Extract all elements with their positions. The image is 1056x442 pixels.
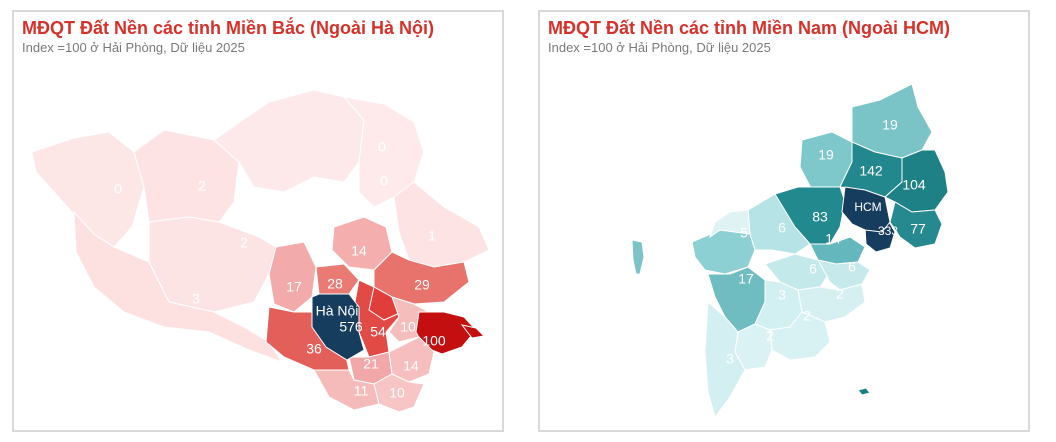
north-choropleth-map: 0 0 2 0 2 3 1 14 17 28 29 Hà Nội 576 54 … [31, 89, 490, 413]
south-label-2-east: 2 [836, 286, 844, 302]
north-label-hanoi: Hà Nội [316, 303, 359, 319]
north-province-100-island[interactable] [460, 324, 486, 339]
south-map-title: MĐQT Đất Nền các tỉnh Miền Nam (Ngoài HC… [548, 18, 951, 38]
south-label-6-mid: 6 [809, 261, 817, 277]
south-province-hcm[interactable] [841, 186, 891, 233]
south-label-6-east: 6 [848, 259, 856, 275]
north-label-54: 54 [370, 324, 386, 340]
south-island-phu-quoc[interactable] [631, 239, 645, 275]
south-label-19-north: 19 [882, 117, 898, 133]
north-label-0-north: 0 [378, 139, 386, 155]
south-label-14: 14 [825, 231, 841, 247]
south-province-6-east[interactable] [817, 259, 871, 291]
north-label-0-west: 0 [114, 181, 122, 197]
north-map-title: MĐQT Đất Nền các tỉnh Miền Bắc (Ngoài Hà… [22, 18, 435, 38]
north-province-southwest[interactable] [73, 210, 284, 363]
north-label-36: 36 [306, 341, 322, 357]
north-label-100: 100 [422, 333, 446, 349]
north-map-subtitle: Index =100 ở Hải Phòng, Dữ liệu 2025 [22, 40, 245, 55]
north-label-17: 17 [286, 279, 302, 295]
south-label-333: 333 [878, 224, 898, 238]
south-label-2-southwest: 2 [766, 328, 774, 344]
south-map-panel: 19 19 142 104 HCM 83 333 77 5 6 14 17 6 … [538, 10, 1030, 432]
north-label-14: 14 [351, 243, 367, 259]
north-label-0-ne: 0 [380, 173, 388, 189]
south-map-subtitle: Index =100 ở Hải Phòng, Dữ liệu 2025 [548, 40, 771, 55]
north-label-1-east: 1 [428, 228, 436, 244]
south-province-2-south[interactable] [769, 311, 831, 361]
north-label-2-nw: 2 [198, 178, 206, 194]
south-label-83: 83 [812, 209, 828, 225]
north-province-east-upland[interactable] [393, 181, 490, 268]
south-island-con-dao[interactable] [857, 387, 871, 396]
south-label-3-camau: 3 [726, 351, 734, 367]
north-province-hanoi[interactable] [311, 293, 365, 361]
north-label-576: 576 [339, 319, 363, 335]
south-label-19-west: 19 [818, 147, 834, 163]
south-label-142: 142 [859, 163, 883, 179]
south-label-5: 5 [740, 225, 748, 241]
north-label-10: 10 [400, 319, 416, 335]
south-label-77: 77 [910, 221, 926, 237]
north-label-21: 21 [363, 356, 379, 372]
north-province-central-west[interactable] [148, 216, 277, 313]
north-province-54-west[interactable] [368, 286, 403, 321]
south-label-6-north: 6 [778, 220, 786, 236]
north-map-panel: 0 0 2 0 2 3 1 14 17 28 29 Hà Nội 576 54 … [12, 10, 504, 432]
north-label-28: 28 [327, 276, 343, 292]
north-label-10-south: 10 [389, 385, 405, 401]
north-label-11: 11 [354, 383, 369, 399]
south-choropleth-map: 19 19 142 104 HCM 83 333 77 5 6 14 17 6 … [631, 83, 949, 419]
south-province-west-coast[interactable] [709, 209, 751, 239]
north-province-north-border[interactable] [213, 89, 365, 193]
north-province-28[interactable] [315, 263, 360, 295]
south-label-hcm: HCM [854, 200, 881, 214]
north-province-17[interactable] [268, 241, 317, 313]
south-label-3-mid: 3 [778, 287, 786, 303]
north-label-2-cw: 2 [240, 235, 248, 251]
south-province-3-camau[interactable] [704, 300, 746, 419]
north-label-29: 29 [414, 277, 430, 293]
north-province-far-west[interactable] [31, 131, 145, 248]
north-province-10-south[interactable] [373, 373, 425, 413]
south-province-77[interactable] [889, 201, 943, 249]
north-label-14-south: 14 [403, 358, 419, 374]
south-label-17: 17 [738, 271, 754, 287]
north-province-northwest[interactable] [133, 129, 240, 223]
south-label-104: 104 [902, 177, 926, 193]
south-label-2-south: 2 [803, 308, 811, 324]
north-label-3-sw: 3 [192, 291, 200, 307]
